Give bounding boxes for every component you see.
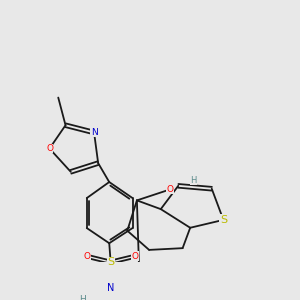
Text: S: S <box>107 257 114 267</box>
Text: N: N <box>91 128 98 137</box>
Text: H: H <box>190 176 197 185</box>
Text: O: O <box>167 185 174 194</box>
Text: O: O <box>46 144 53 153</box>
Text: O: O <box>83 252 90 261</box>
Text: O: O <box>131 252 138 261</box>
Text: S: S <box>220 215 227 225</box>
Text: N: N <box>107 283 114 293</box>
Text: H: H <box>79 296 86 300</box>
